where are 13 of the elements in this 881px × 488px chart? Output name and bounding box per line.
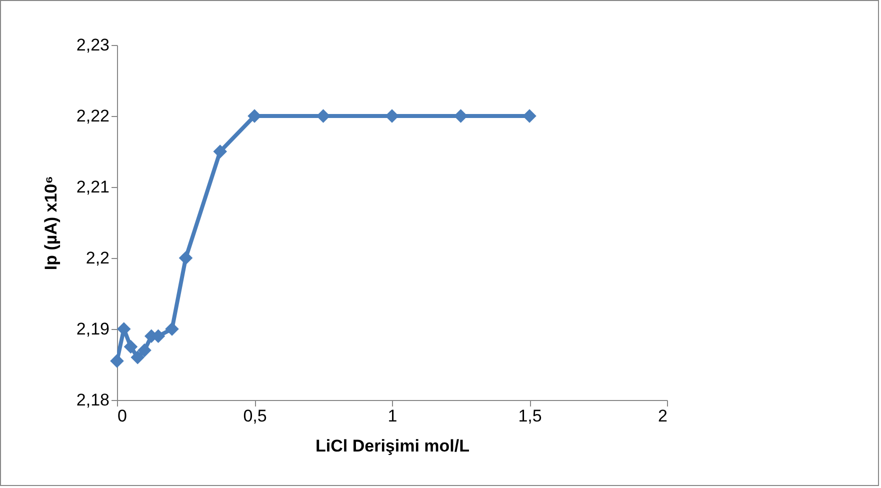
y-tick-label: 2,23: [76, 36, 110, 54]
x-axis-title: LiCl Derişimi mol/L: [316, 436, 470, 456]
x-tick-label: 2: [658, 406, 668, 426]
y-tick-label: 2,22: [76, 106, 110, 126]
x-tick-label: 1,5: [518, 406, 542, 426]
y-tick-label: 2,21: [76, 178, 110, 196]
x-tick-label: 0: [118, 406, 127, 426]
y-tick-label: 2,2: [86, 248, 110, 268]
y-tick-label: 2,19: [76, 320, 110, 338]
x-tick-label: 0,5: [243, 406, 267, 426]
y-tick-label: 2,18: [76, 390, 110, 410]
y-axis-title: Ip (µA) x10⁶: [41, 176, 60, 270]
x-tick-label: 1: [388, 406, 398, 426]
